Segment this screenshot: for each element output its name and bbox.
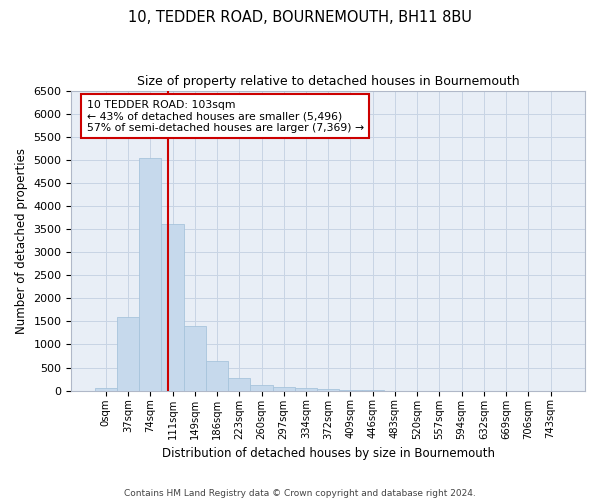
- Bar: [161, 224, 184, 390]
- Bar: [250, 384, 272, 390]
- Bar: [139, 158, 161, 390]
- Y-axis label: Number of detached properties: Number of detached properties: [15, 148, 28, 334]
- Bar: [295, 388, 317, 390]
- Text: 10 TEDDER ROAD: 103sqm
← 43% of detached houses are smaller (5,496)
57% of semi-: 10 TEDDER ROAD: 103sqm ← 43% of detached…: [87, 100, 364, 133]
- Title: Size of property relative to detached houses in Bournemouth: Size of property relative to detached ho…: [137, 75, 520, 88]
- Bar: [184, 326, 206, 390]
- Bar: [95, 388, 117, 390]
- X-axis label: Distribution of detached houses by size in Bournemouth: Distribution of detached houses by size …: [162, 447, 495, 460]
- Bar: [228, 378, 250, 390]
- Text: Contains HM Land Registry data © Crown copyright and database right 2024.: Contains HM Land Registry data © Crown c…: [124, 488, 476, 498]
- Bar: [272, 387, 295, 390]
- Bar: [117, 317, 139, 390]
- Text: 10, TEDDER ROAD, BOURNEMOUTH, BH11 8BU: 10, TEDDER ROAD, BOURNEMOUTH, BH11 8BU: [128, 10, 472, 25]
- Bar: [206, 360, 228, 390]
